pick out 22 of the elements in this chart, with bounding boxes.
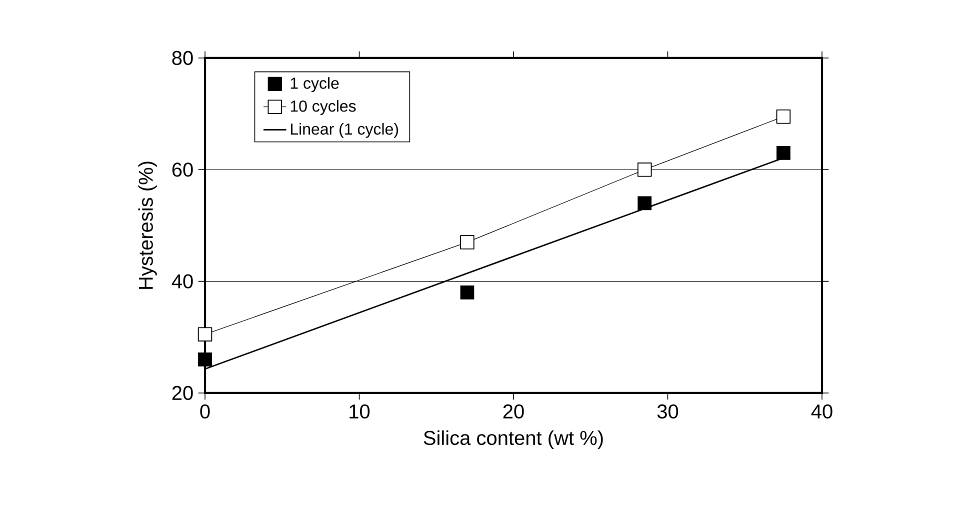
point xyxy=(776,109,791,124)
y-tick-label: 80 xyxy=(172,50,193,66)
y-tick-label: 60 xyxy=(172,162,193,177)
x-tick-label: 40 xyxy=(811,404,832,419)
x-axis-title: Silica content (wt %) xyxy=(424,430,603,449)
y-axis-title: Hysteresis (%) xyxy=(138,162,157,289)
point xyxy=(460,235,474,250)
legend-label: Linear (1 cycle) xyxy=(290,122,398,138)
legend-label: 10 cycles xyxy=(290,100,356,115)
point xyxy=(776,146,790,160)
point xyxy=(460,286,474,300)
y-tick-label: 40 xyxy=(172,274,193,288)
x-tick-label: 10 xyxy=(350,404,370,419)
point xyxy=(198,327,212,342)
point xyxy=(637,162,652,177)
legend-label: 1 cycle xyxy=(290,77,339,92)
x-tick-label: 30 xyxy=(657,404,678,419)
y-tick-label: 20 xyxy=(172,386,193,400)
point xyxy=(198,352,212,366)
x-tick-label: 0 xyxy=(200,404,210,419)
point xyxy=(638,196,652,210)
x-tick-label: 20 xyxy=(503,404,524,419)
